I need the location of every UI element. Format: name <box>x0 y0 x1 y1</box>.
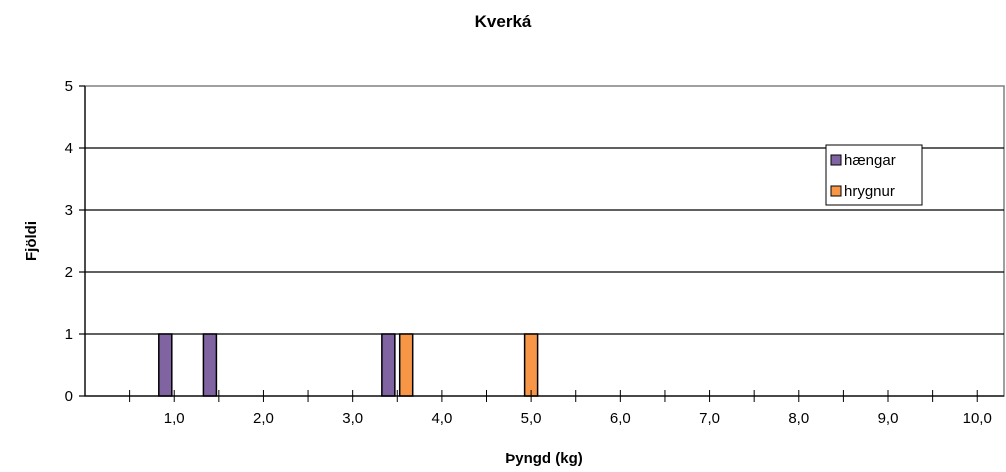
chart-title: Kverká <box>475 12 532 31</box>
x-tick-label-9: 10,0 <box>963 410 992 427</box>
y-tick-label-1: 1 <box>65 326 73 343</box>
bar-0-1 <box>202 333 218 397</box>
x-tick-label-6: 7,0 <box>699 410 720 427</box>
legend-box <box>825 144 923 206</box>
legend: hængar hrygnur <box>825 144 923 206</box>
y-axis-label: Fjöldi <box>23 221 40 261</box>
y-tick-label-3: 3 <box>65 202 73 219</box>
y-tick-label-4: 4 <box>65 140 73 157</box>
plot-area <box>84 85 1005 397</box>
x-tick-label-8: 9,0 <box>878 410 899 427</box>
legend-label-hrygnur: hrygnur <box>844 183 895 200</box>
legend-swatch-hrygnur <box>830 185 842 197</box>
x-tick-label-7: 8,0 <box>788 410 809 427</box>
bar-1-0 <box>398 333 414 397</box>
y-tick-label-0: 0 <box>65 388 73 405</box>
legend-swatch-haengar <box>830 154 842 166</box>
y-tick-label-2: 2 <box>65 264 73 281</box>
y-tick-label-5: 5 <box>65 78 73 95</box>
bar-0-2 <box>381 333 396 397</box>
x-tick-label-3: 4,0 <box>431 410 452 427</box>
x-axis-label: Þyngd (kg) <box>505 450 583 467</box>
x-tick-label-4: 5,0 <box>521 410 542 427</box>
bars <box>158 333 539 397</box>
x-tick-label-0: 1,0 <box>164 410 185 427</box>
y-axis: 0 1 2 3 4 5 <box>65 78 86 405</box>
x-axis: 1,0 2,0 3,0 4,0 5,0 6,0 7,0 8,0 9,0 10,0 <box>85 390 1004 427</box>
x-tick-label-5: 6,0 <box>610 410 631 427</box>
x-tick-label-1: 2,0 <box>253 410 274 427</box>
legend-label-haengar: hængar <box>844 152 896 169</box>
bar-0-0 <box>158 333 173 397</box>
bar-1-1 <box>523 333 539 397</box>
x-tick-label-2: 3,0 <box>342 410 363 427</box>
